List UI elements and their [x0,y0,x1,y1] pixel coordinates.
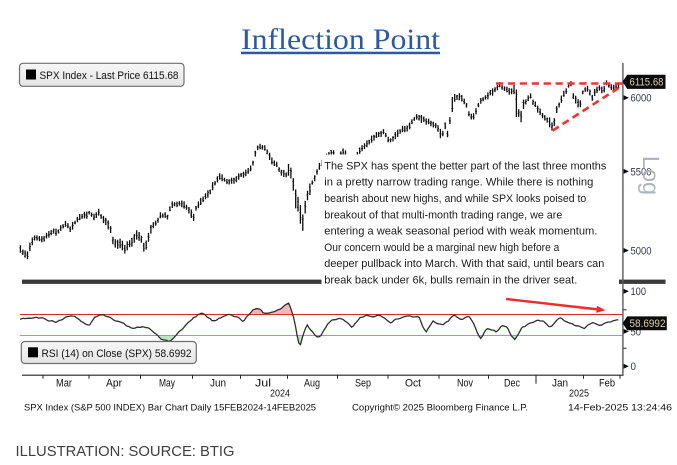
svg-text:Dec: Dec [504,378,520,390]
svg-text:Sep: Sep [355,378,371,390]
svg-text:in a pretty narrow trading ran: in a pretty narrow trading range. While … [324,177,593,189]
svg-text:SPX Index - Last Price 6115.68: SPX Index - Last Price 6115.68 [40,70,179,82]
svg-text:Jun: Jun [210,378,226,390]
svg-text:Our concern would be a margina: Our concern would be a marginal new high… [324,242,560,254]
svg-text:SPX Index (S&P 500 INDEX) Bar: SPX Index (S&P 500 INDEX) Bar Chart Dail… [24,402,316,413]
svg-text:Jul: Jul [255,378,271,390]
svg-text:RSI (14) on Close (SPX) 58.69: RSI (14) on Close (SPX) 58.6992 [42,348,192,360]
svg-text:0: 0 [631,361,637,373]
svg-text:Copyright© 2025 Bloomberg Fina: Copyright© 2025 Bloomberg Finance L.P. [352,402,528,413]
svg-text:58.6992: 58.6992 [630,318,666,330]
svg-text:Log: Log [638,156,664,195]
svg-text:Jan: Jan [552,378,568,390]
svg-text:14-Feb-2025 13:24:46: 14-Feb-2025 13:24:46 [568,402,672,413]
svg-text:6115.68: 6115.68 [630,76,664,88]
svg-text:100: 100 [631,286,647,298]
svg-text:The SPX has spent the better p: The SPX has spent the better part of the… [324,160,606,172]
svg-text:entering a weak seasonal perio: entering a weak seasonal period with wea… [324,226,597,238]
svg-text:Oct: Oct [405,378,421,390]
svg-text:Inflection Point: Inflection Point [241,23,441,56]
svg-text:5500: 5500 [631,166,652,178]
svg-text:break back under 6k, bulls rem: break back under 6k, bulls remain in the… [324,275,577,287]
svg-text:50: 50 [631,326,642,338]
svg-text:ILLUSTRATION: SOURCE: BTIG: ILLUSTRATION: SOURCE: BTIG [16,443,235,460]
svg-text:6000: 6000 [631,93,652,105]
svg-text:deeper pullback into March. Wi: deeper pullback into March. With that sa… [324,258,604,270]
svg-text:bearish about new highs, and w: bearish about new highs, and while SPX l… [324,193,586,205]
svg-text:Aug: Aug [304,378,320,390]
svg-text:May: May [159,378,175,390]
svg-text:Nov: Nov [457,378,473,390]
svg-text:2025: 2025 [569,389,589,400]
svg-text:Mar: Mar [56,378,72,390]
svg-text:breakout of that multi-month t: breakout of that multi-month trading ran… [324,209,562,221]
svg-text:2024: 2024 [270,389,290,400]
svg-text:Feb: Feb [599,378,615,390]
svg-text:Apr: Apr [106,378,122,390]
svg-text:5000: 5000 [631,245,652,257]
